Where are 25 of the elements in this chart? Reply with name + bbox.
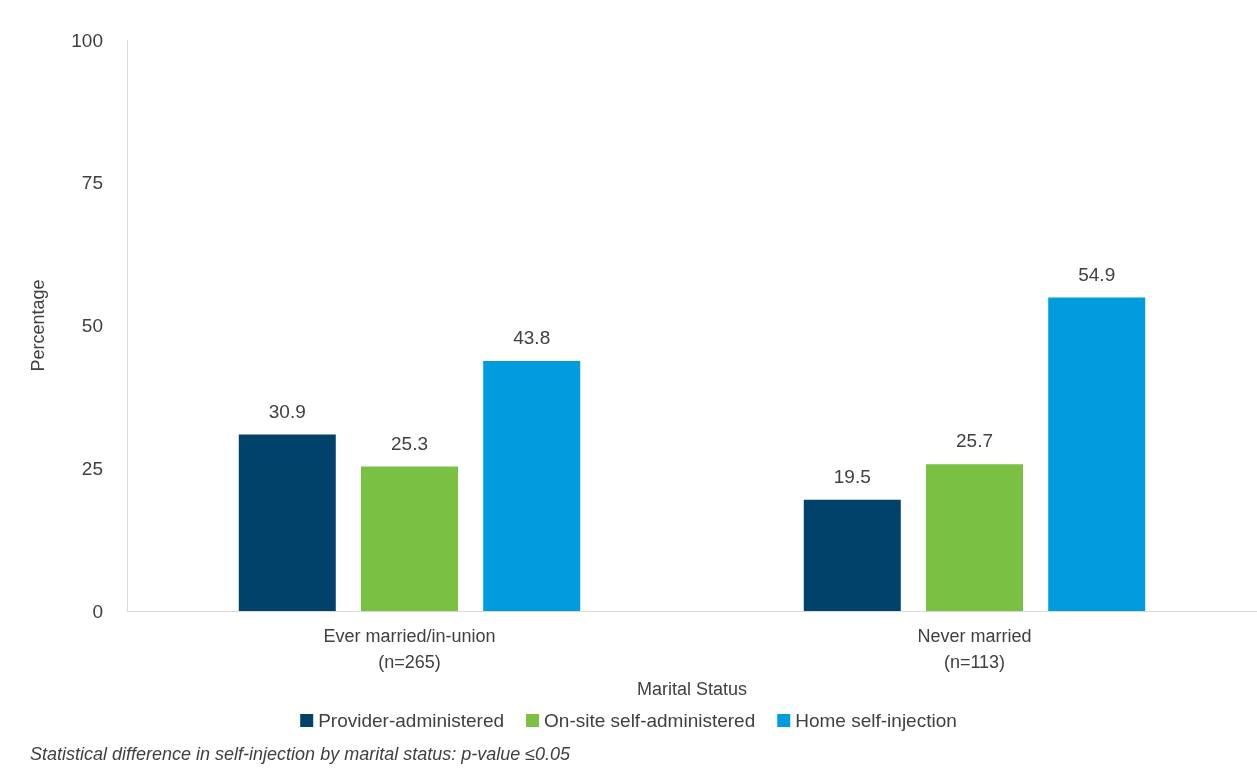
bar — [926, 464, 1023, 611]
y-tick-label: 0 — [92, 600, 103, 622]
x-tick-label: Ever married/in-union (n=265) — [323, 626, 496, 672]
y-tick-label: 100 — [71, 29, 103, 51]
data-label: 25.7 — [956, 430, 993, 452]
bar — [238, 434, 336, 611]
x-tick-label: Never married (n=113) — [917, 626, 1032, 672]
legend-label: Provider-administered — [318, 710, 505, 731]
data-label: 19.5 — [833, 465, 871, 487]
y-tick-label: 50 — [81, 315, 103, 336]
data-label: 54.9 — [1078, 263, 1116, 285]
bar — [1048, 297, 1146, 611]
legend-label: On-site self-administered — [544, 710, 756, 731]
x-axis-title: Marital Status — [636, 678, 748, 699]
bar — [361, 466, 458, 611]
y-tick-label: 75 — [81, 172, 103, 194]
y-axis-title: Percentage — [28, 279, 48, 372]
legend-label: Home self-injection — [795, 710, 957, 731]
data-label: 30.9 — [268, 400, 306, 422]
data-label: 25.3 — [391, 432, 428, 454]
bar — [803, 499, 901, 611]
y-tick-label: 25 — [81, 457, 103, 479]
data-label: 43.8 — [513, 326, 551, 348]
text: Statistical difference in self-injection by marital status: p-value ≤0.05 — [30, 744, 572, 764]
bar — [483, 360, 581, 611]
